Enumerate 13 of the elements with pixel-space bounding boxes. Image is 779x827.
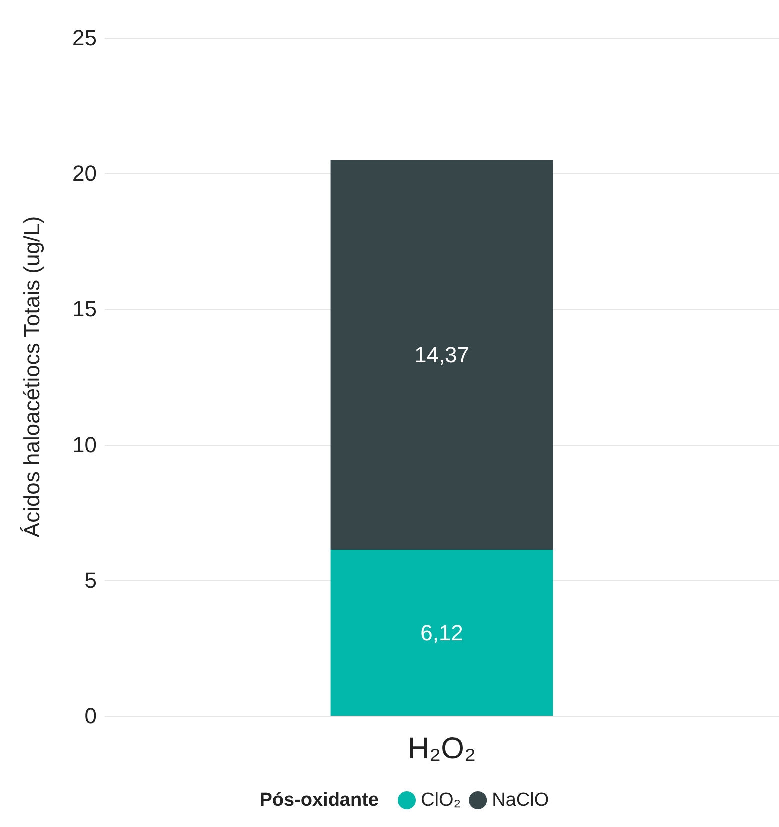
- y-tick-label: 25: [72, 26, 97, 50]
- y-axis-title: Ácidos haloacétiocs Totais (ug/L): [20, 216, 44, 538]
- y-tick-label: 0: [84, 704, 97, 728]
- x-tick-label: H₂O₂: [408, 732, 476, 766]
- legend-label: ClO₂: [421, 790, 462, 811]
- y-tick-label: 20: [72, 161, 97, 186]
- data-label: 6,12: [420, 620, 464, 646]
- y-tick-label: 10: [72, 432, 97, 458]
- data-label: 14,37: [414, 342, 470, 368]
- legend-label: NaClO: [492, 790, 550, 811]
- y-tick-label: 15: [72, 296, 97, 322]
- legend-title: Pós-oxidante: [260, 790, 380, 811]
- y-tick-label: 5: [84, 568, 97, 593]
